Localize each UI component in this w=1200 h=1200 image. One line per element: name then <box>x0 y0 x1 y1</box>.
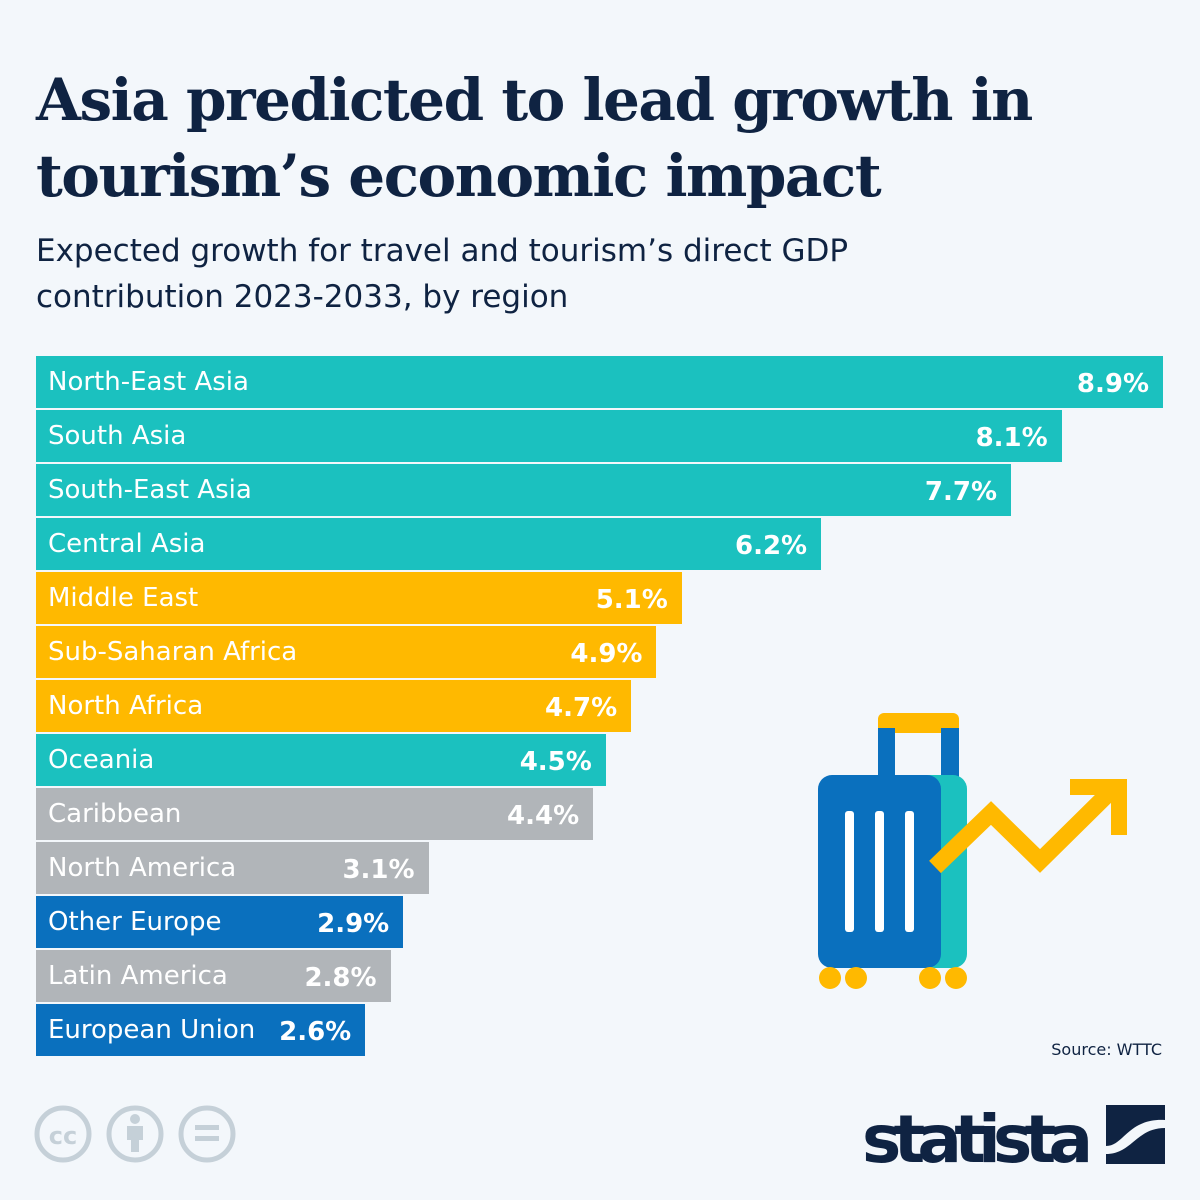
category-label: Sub-Saharan Africa <box>48 637 298 667</box>
svg-text:statista: statista <box>862 1101 1090 1168</box>
suitcase-icon <box>818 713 967 989</box>
bar-north-east-asia: North-East Asia 8.9% <box>36 356 1163 408</box>
source-note: Source: WTTC <box>1051 1040 1162 1059</box>
category-label: North-East Asia <box>48 367 249 397</box>
value-label: 8.9% <box>1076 369 1149 399</box>
cc-icon <box>34 1105 92 1163</box>
value-label: 6.2% <box>734 531 808 561</box>
value-label: 5.1% <box>595 585 668 615</box>
category-label: Middle East <box>48 583 199 613</box>
attribution-icon <box>106 1105 164 1163</box>
svg-text:cc: cc <box>49 1122 77 1150</box>
bar-middle-east: Middle East 5.1% <box>36 572 682 624</box>
statista-logo-mark <box>1106 1105 1165 1164</box>
value-label: 4.9% <box>570 639 643 669</box>
value-label: 2.6% <box>279 1017 352 1047</box>
value-label: 2.8% <box>304 963 377 993</box>
chart-title: Asia predicted to lead growth in tourism… <box>36 66 1033 210</box>
category-label: North America <box>48 853 237 883</box>
value-label: 4.4% <box>507 801 580 831</box>
category-label: North Africa <box>48 691 204 721</box>
value-label: 2.9% <box>317 909 390 939</box>
bar-oceania: Oceania 4.5% <box>36 734 606 786</box>
value-label: 7.7% <box>924 477 998 507</box>
category-label: South-East Asia <box>48 475 252 505</box>
bar-latin-america: Latin America 2.8% <box>36 950 391 1002</box>
bar-south-asia: South Asia 8.1% <box>36 410 1062 462</box>
category-label: South Asia <box>48 421 187 451</box>
trend-arrow-icon <box>929 779 1127 874</box>
value-label: 4.5% <box>519 747 592 777</box>
category-label: European Union <box>48 1015 256 1045</box>
bar-caribbean: Caribbean 4.4% <box>36 788 594 840</box>
value-label: 8.1% <box>975 423 1048 453</box>
category-label: Other Europe <box>48 907 222 937</box>
bar-european-union: European Union 2.6% <box>36 1004 366 1056</box>
value-label: 4.7% <box>545 693 618 723</box>
category-label: Central Asia <box>48 529 206 559</box>
chart-subtitle: Expected growth for travel and tourism’s… <box>36 233 849 315</box>
statista-logo: statista <box>862 1101 1165 1168</box>
bar-north-africa: North Africa 4.7% <box>36 680 632 732</box>
bar-central-asia: Central Asia 6.2% <box>36 518 822 570</box>
bar-other-europe: Other Europe 2.9% <box>36 896 404 948</box>
category-label: Latin America <box>48 961 228 991</box>
category-label: Caribbean <box>48 799 182 829</box>
category-label: Oceania <box>48 745 155 775</box>
value-label: 3.1% <box>342 855 415 885</box>
no-derivatives-icon <box>178 1105 236 1163</box>
bar-south-east-asia: South-East Asia 7.7% <box>36 464 1012 516</box>
bar-sub-saharan-africa: Sub-Saharan Africa 4.9% <box>36 626 657 678</box>
bar-north-america: North America 3.1% <box>36 842 429 894</box>
license-icons: cc <box>34 1105 236 1163</box>
